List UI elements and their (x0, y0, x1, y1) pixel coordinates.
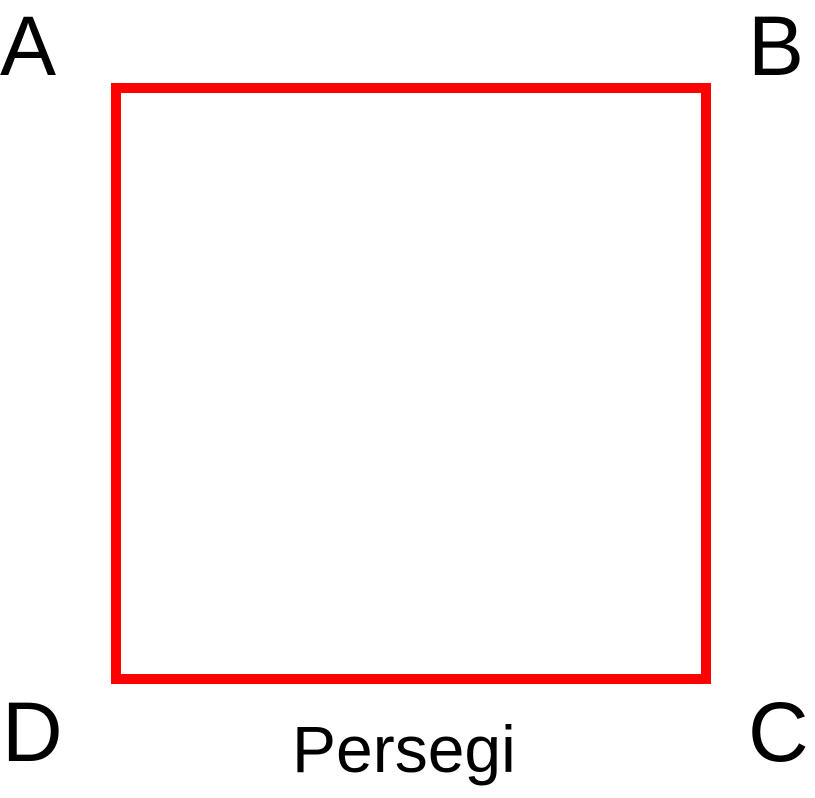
diagram-caption: Persegi (292, 712, 516, 786)
vertex-label-c: C (748, 685, 809, 779)
vertex-label-a: A (0, 0, 57, 93)
square-shape (111, 83, 711, 684)
vertex-label-b: B (748, 0, 805, 93)
vertex-label-d: D (2, 685, 63, 779)
